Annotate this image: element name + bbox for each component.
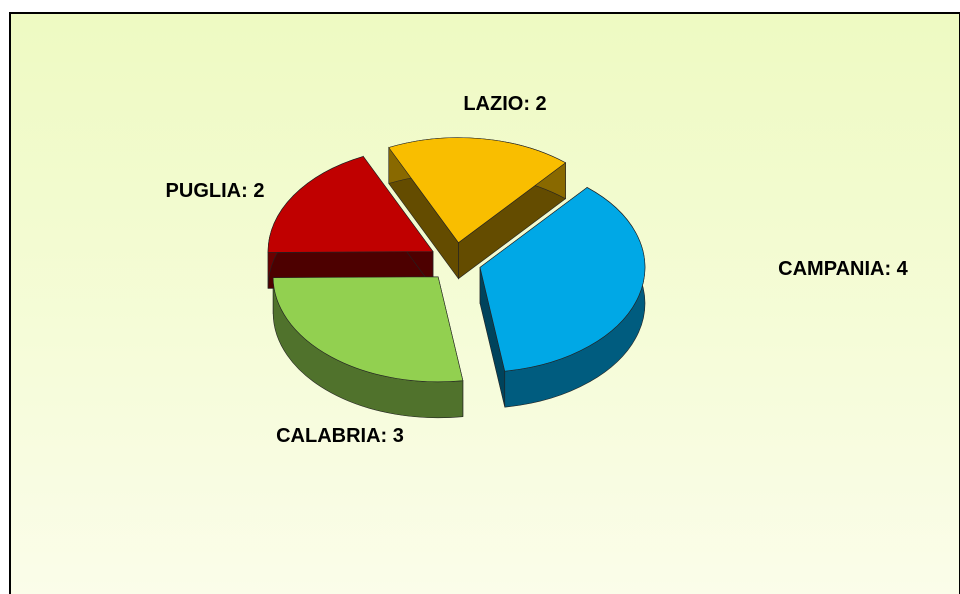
- slice: [267, 156, 434, 253]
- label-category: CALABRIA: [276, 425, 380, 447]
- slice: [388, 137, 567, 244]
- label-value: : 2: [523, 93, 546, 115]
- data-label: CAMPANIA: 4: [778, 258, 909, 280]
- data-label: CALABRIA: 3: [276, 425, 404, 447]
- pie-tops: [267, 137, 646, 383]
- slice: [272, 276, 464, 383]
- label-category: PUGLIA: [166, 180, 242, 202]
- label-category: LAZIO: [463, 93, 523, 115]
- label-value: : 4: [884, 258, 908, 280]
- label-value: : 3: [381, 425, 404, 447]
- label-category: CAMPANIA: [778, 258, 884, 280]
- data-label: LAZIO: 2: [463, 93, 546, 115]
- data-label: PUGLIA: 2: [166, 180, 265, 202]
- slice: [479, 187, 646, 372]
- label-value: : 2: [241, 180, 264, 202]
